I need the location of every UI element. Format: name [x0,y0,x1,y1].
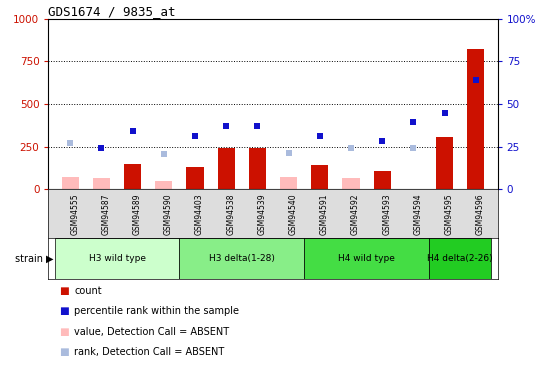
Bar [93,178,110,189]
Bar [180,238,304,279]
Bar [187,167,203,189]
Text: strain: strain [15,254,46,264]
Text: ▶: ▶ [46,254,53,264]
Bar [343,178,359,189]
Text: GSM94593: GSM94593 [382,193,391,235]
Text: ■: ■ [59,286,69,296]
Text: GSM94590: GSM94590 [164,193,173,235]
Text: rank, Detection Call = ABSENT: rank, Detection Call = ABSENT [74,348,224,357]
Bar [304,238,429,279]
Text: GSM94538: GSM94538 [226,193,235,235]
Text: count: count [74,286,102,296]
Text: GSM94596: GSM94596 [476,193,485,235]
Text: percentile rank within the sample: percentile rank within the sample [74,306,239,316]
Text: GSM94403: GSM94403 [195,193,204,235]
Bar [280,177,297,189]
Bar [124,164,141,189]
Text: GSM94595: GSM94595 [444,193,454,235]
Bar [312,165,328,189]
Text: GSM94594: GSM94594 [413,193,422,235]
Text: ■: ■ [59,348,69,357]
Text: GSM94592: GSM94592 [351,193,360,235]
Text: ■: ■ [59,327,69,337]
Text: H3 wild type: H3 wild type [89,254,146,263]
Text: H4 wild type: H4 wild type [338,254,395,263]
Text: GSM94555: GSM94555 [70,193,79,235]
Text: GSM94589: GSM94589 [133,193,141,235]
Text: GDS1674 / 9835_at: GDS1674 / 9835_at [48,4,176,18]
Text: GSM94587: GSM94587 [102,193,110,235]
Bar [436,137,453,189]
Text: H3 delta(1-28): H3 delta(1-28) [209,254,275,263]
Text: ■: ■ [59,306,69,316]
Bar [62,177,79,189]
Text: H4 delta(2-26): H4 delta(2-26) [427,254,493,263]
Bar [155,181,172,189]
Bar [374,171,391,189]
Bar [429,238,491,279]
Bar [249,148,266,189]
Text: GSM94591: GSM94591 [320,193,329,235]
Text: GSM94540: GSM94540 [288,193,298,235]
Bar [55,238,180,279]
Bar [467,50,484,189]
Text: GSM94539: GSM94539 [258,193,266,235]
Text: value, Detection Call = ABSENT: value, Detection Call = ABSENT [74,327,229,337]
Bar [218,148,235,189]
